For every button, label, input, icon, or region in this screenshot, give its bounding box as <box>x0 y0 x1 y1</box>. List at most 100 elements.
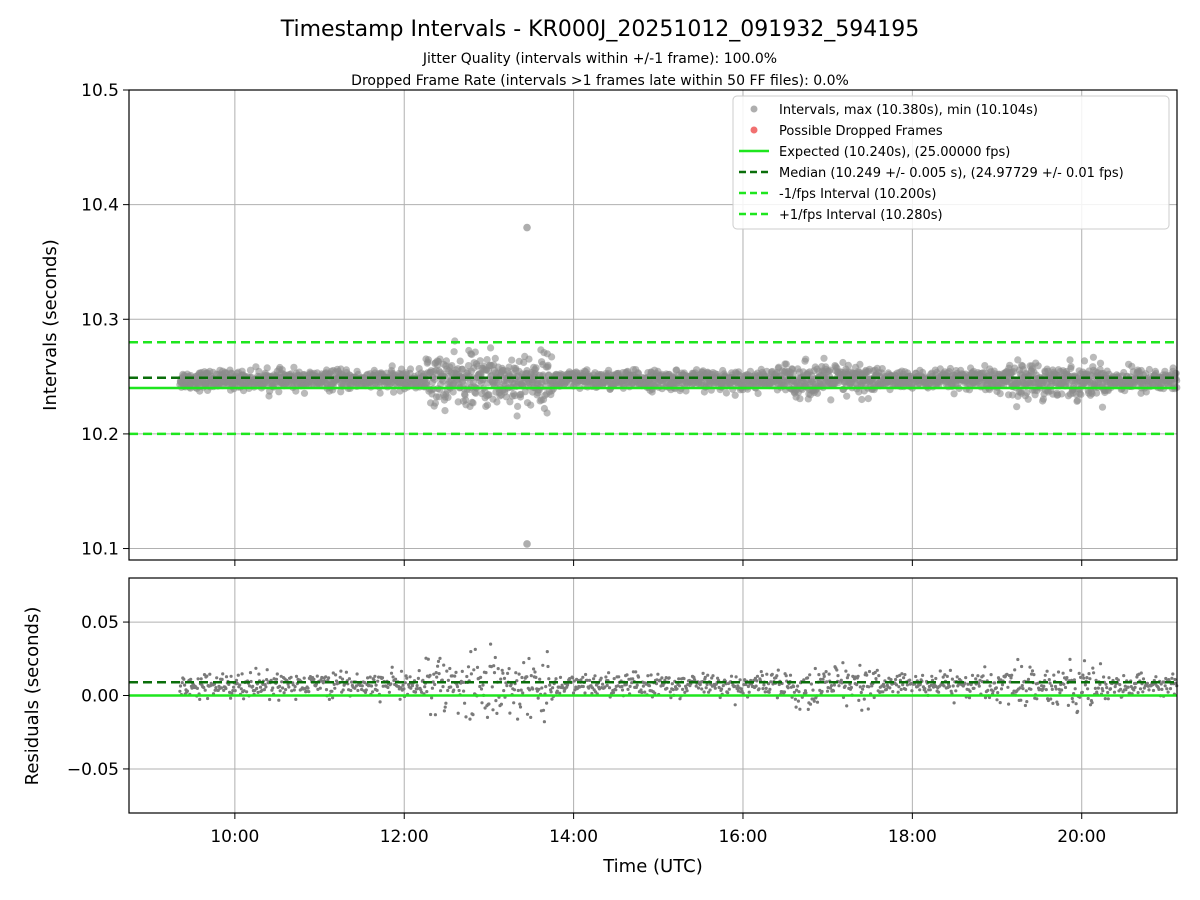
interval-point <box>469 399 477 407</box>
interval-point <box>1009 391 1017 399</box>
residual-point <box>516 717 520 721</box>
residual-point <box>882 685 886 689</box>
residual-point <box>415 684 419 688</box>
residual-point <box>717 685 721 690</box>
interval-point <box>1074 396 1082 404</box>
interval-point <box>1080 357 1089 365</box>
residual-point <box>262 688 266 692</box>
residual-point <box>542 720 547 724</box>
residual-point <box>1029 672 1034 676</box>
interval-point <box>919 368 927 376</box>
chart-subtitle-dropped: Dropped Frame Rate (intervals >1 frames … <box>351 73 849 89</box>
residual-point <box>1141 677 1146 681</box>
residual-point <box>1103 697 1107 701</box>
residual-point <box>240 672 244 676</box>
residual-point <box>516 688 520 693</box>
residual-point <box>822 674 826 679</box>
residual-point <box>453 674 457 678</box>
residual-point <box>507 667 511 671</box>
residual-point <box>641 684 646 688</box>
residual-point <box>493 655 497 660</box>
residual-point <box>1101 689 1105 693</box>
interval-point <box>855 388 863 396</box>
interval-point <box>506 398 514 406</box>
residual-point <box>827 672 831 676</box>
interval-point <box>532 364 540 372</box>
residual-point <box>796 684 800 688</box>
residual-point <box>208 672 212 676</box>
residual-point <box>777 682 781 687</box>
residual-point <box>631 677 635 681</box>
residual-point <box>537 687 541 691</box>
residual-point <box>897 685 901 689</box>
residual-point <box>667 676 671 680</box>
residual-point <box>180 681 184 685</box>
residual-point <box>533 670 537 674</box>
interval-point <box>802 355 810 363</box>
interval-point <box>476 357 484 365</box>
residual-point <box>867 685 871 689</box>
residual-point <box>1009 676 1013 680</box>
residual-point <box>647 684 652 688</box>
residual-point <box>431 680 435 684</box>
residual-point <box>635 683 639 687</box>
residual-point <box>663 678 667 682</box>
residual-point <box>762 683 766 687</box>
residual-point <box>274 677 279 681</box>
interval-point <box>1098 403 1107 411</box>
residual-point <box>918 688 922 692</box>
interval-point <box>1172 369 1180 377</box>
residual-point <box>1049 697 1053 701</box>
residual-point <box>1072 678 1076 682</box>
interval-point <box>456 357 464 365</box>
residual-point <box>820 689 824 694</box>
interval-point <box>514 402 522 410</box>
residual-point <box>1083 683 1087 687</box>
residual-point <box>327 676 331 680</box>
residual-point <box>399 686 403 690</box>
residual-point <box>720 687 724 691</box>
legend-entry-median: Median (10.249 +/- 0.005 s), (24.97729 +… <box>779 166 1124 181</box>
residual-point <box>1052 673 1056 677</box>
residual-point <box>232 685 236 689</box>
residual-point <box>1081 673 1085 677</box>
residual-point <box>375 688 379 693</box>
interval-point <box>471 348 479 356</box>
residual-point <box>819 677 823 682</box>
residual-point <box>1122 674 1126 678</box>
interval-outlier-0 <box>523 223 531 232</box>
residual-point <box>292 688 296 692</box>
residual-point <box>521 691 525 695</box>
residual-point <box>512 701 516 705</box>
residual-point <box>390 665 394 669</box>
residual-point <box>544 685 548 689</box>
residuals-y-ticks: −0.05 0.00 0.05 <box>67 613 129 780</box>
residual-point <box>1026 677 1031 682</box>
residual-point <box>443 705 447 709</box>
interval-point <box>527 401 535 409</box>
interval-point <box>444 393 452 401</box>
interval-point <box>996 390 1004 398</box>
residual-point <box>428 673 432 678</box>
residual-point <box>402 687 406 691</box>
residual-point <box>466 665 471 669</box>
residuals-panel: −0.05 0.00 0.05 10:00 12:00 14:00 16:00 18:00 2… <box>22 577 1179 877</box>
residual-point <box>1124 688 1128 692</box>
residual-point <box>489 642 493 646</box>
intervals-reference-lines <box>129 340 1177 436</box>
residual-point <box>815 700 820 704</box>
residual-point <box>1062 682 1066 686</box>
residual-point <box>895 674 899 679</box>
residual-point <box>620 684 624 689</box>
residual-point <box>413 690 418 694</box>
residual-point <box>983 665 987 669</box>
residual-point <box>1071 700 1075 704</box>
intervals-panel: 10.1 10.2 10.3 10.4 10.5 Intervals (seconds)… <box>40 81 1181 566</box>
residual-point <box>804 691 808 695</box>
residual-point <box>548 683 552 687</box>
residual-point <box>363 681 367 685</box>
residual-point <box>845 704 849 708</box>
residual-point <box>988 684 992 688</box>
residual-point <box>1007 702 1011 706</box>
interval-point <box>722 389 731 397</box>
